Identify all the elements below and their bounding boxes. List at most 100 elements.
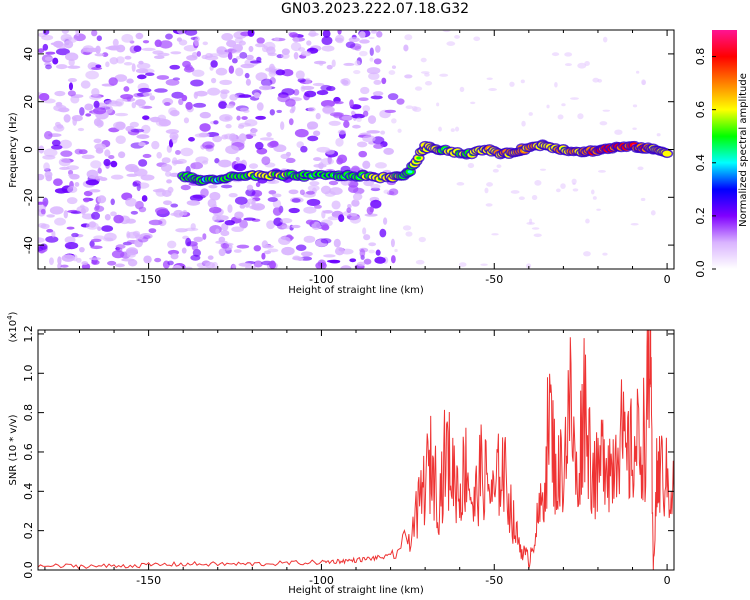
noise-blob	[291, 198, 301, 203]
snr-y-ticks: 0.0 0.2 0.4 0.6 0.8 1.0 1.2	[22, 325, 674, 579]
noise-blob	[79, 246, 85, 253]
noise-blob	[49, 206, 64, 215]
colorbar-ticks: 0.0 0.2 0.4 0.6 0.8	[694, 48, 716, 278]
noise-blob	[244, 72, 250, 79]
noise-blob	[38, 48, 45, 54]
noise-blob	[68, 173, 78, 178]
noise-blob	[459, 86, 465, 93]
noise-blob	[180, 147, 194, 157]
noise-blob	[156, 151, 163, 159]
noise-blob	[368, 36, 375, 40]
noise-blob	[169, 64, 181, 70]
noise-blob	[148, 219, 163, 226]
noise-blob	[123, 62, 133, 66]
noise-blob	[110, 174, 124, 180]
noise-blob	[331, 200, 341, 210]
noise-blob	[375, 162, 387, 169]
noise-blob	[63, 114, 71, 123]
noise-blob	[60, 150, 73, 157]
spectrogram-x-ticks: -150 -100 -50 0	[44, 30, 671, 286]
noise-blob	[172, 265, 183, 269]
noise-blob	[303, 235, 316, 243]
noise-blob	[158, 118, 171, 127]
noise-blob	[140, 174, 155, 181]
noise-blob	[210, 77, 217, 84]
noise-blob	[163, 101, 171, 106]
noise-blob	[555, 188, 561, 193]
noise-blob	[85, 113, 92, 117]
noise-blob	[320, 99, 335, 108]
noise-blob	[168, 107, 178, 116]
noise-blob	[571, 178, 577, 185]
noise-blob	[313, 157, 322, 162]
noise-blob	[114, 74, 128, 82]
noise-blob	[44, 56, 53, 62]
noise-blob	[214, 158, 220, 164]
noise-blob	[142, 115, 150, 120]
noise-blob	[189, 194, 203, 202]
noise-blob	[337, 129, 347, 135]
noise-blob	[202, 141, 215, 150]
noise-blob	[167, 186, 174, 194]
noise-blob	[136, 62, 151, 69]
snr-series-line	[38, 330, 674, 570]
noise-blob	[58, 157, 71, 167]
noise-blob	[38, 237, 45, 243]
noise-blob	[130, 128, 145, 133]
noise-blob	[118, 151, 126, 159]
noise-blob	[291, 224, 301, 229]
noise-blob	[292, 36, 300, 43]
noise-blob	[57, 256, 62, 265]
noise-blob	[82, 45, 94, 53]
noise-blob	[45, 174, 53, 182]
noise-blob	[411, 105, 418, 112]
noise-blob	[321, 36, 333, 46]
noise-blob	[57, 107, 70, 113]
noise-blob	[224, 116, 231, 121]
noise-blob	[95, 45, 101, 54]
spectrogram-x-label: Height of straight line (km)	[288, 285, 424, 296]
noise-blob	[55, 48, 70, 56]
noise-blob	[41, 34, 54, 41]
noise-blob	[266, 132, 272, 138]
noise-blob	[225, 124, 232, 129]
noise-blob	[656, 133, 661, 137]
noise-blob	[343, 62, 355, 66]
noise-blob	[111, 250, 125, 259]
noise-blob	[560, 183, 566, 189]
noise-blob	[152, 50, 164, 55]
noise-blob	[199, 111, 211, 119]
noise-blob	[259, 137, 274, 141]
noise-blob	[454, 35, 460, 39]
noise-blob	[352, 124, 361, 129]
noise-blob	[228, 133, 237, 142]
noise-blob	[83, 197, 90, 203]
noise-blob	[379, 228, 387, 238]
noise-blob	[81, 261, 89, 266]
noise-blob	[491, 233, 499, 236]
noise-blob	[442, 30, 451, 33]
noise-blob	[311, 221, 321, 231]
noise-blob	[368, 242, 377, 247]
noise-blob	[64, 40, 74, 49]
noise-blob	[74, 182, 80, 187]
noise-blob	[439, 73, 449, 77]
noise-blob	[193, 102, 207, 108]
noise-blob	[321, 45, 335, 52]
noise-blob	[383, 189, 390, 194]
noise-blob	[253, 260, 263, 268]
noise-blob	[80, 80, 91, 89]
noise-blob	[79, 204, 85, 209]
snr-multiplier-base: (x10	[8, 320, 19, 343]
noise-blob	[186, 54, 198, 61]
noise-blob	[295, 244, 307, 251]
noise-blob	[96, 35, 102, 42]
noise-blob	[375, 249, 381, 256]
noise-blob	[241, 116, 248, 120]
noise-blob	[235, 156, 240, 162]
noise-blob	[231, 264, 237, 269]
noise-blob	[320, 84, 332, 92]
noise-blob	[551, 52, 560, 57]
noise-blob	[300, 51, 312, 57]
noise-blob	[43, 162, 50, 171]
